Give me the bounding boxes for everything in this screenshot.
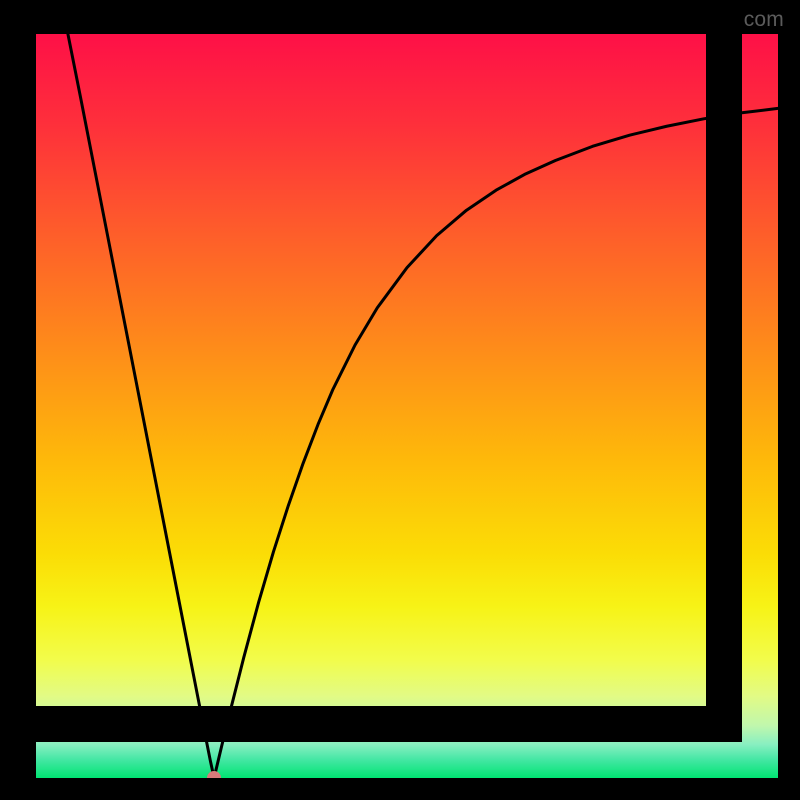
chart-container: { "source": { "watermark_text": "TheBott… (0, 0, 800, 800)
chart-frame (0, 0, 742, 742)
